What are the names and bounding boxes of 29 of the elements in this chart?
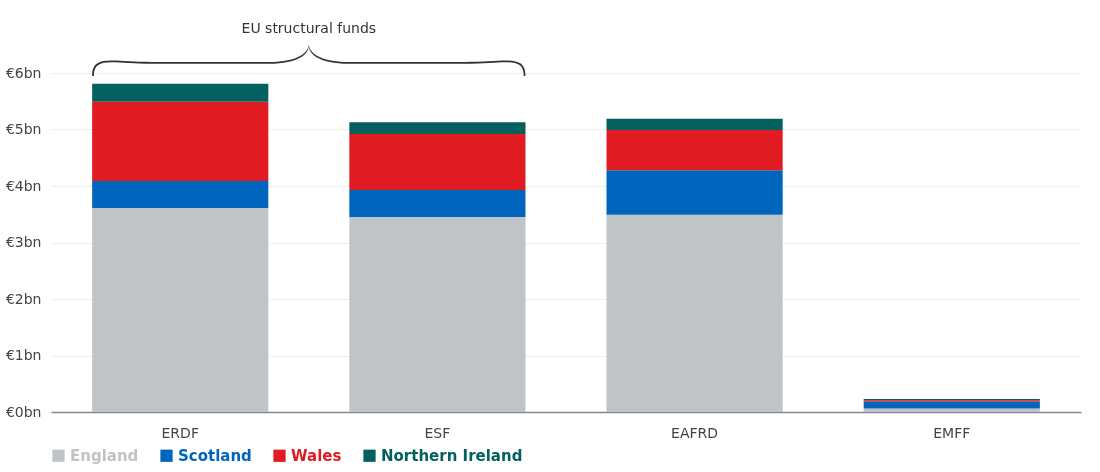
legend-label: England (70, 446, 139, 465)
y-tick-label: €5bn (5, 121, 42, 137)
bar (92, 101, 269, 181)
bar (606, 130, 783, 171)
bar (606, 118, 783, 131)
legend-label: Scotland (178, 446, 252, 465)
y-tick-label: €1bn (5, 347, 42, 363)
y-tick-label: €0bn (5, 403, 42, 420)
bar (92, 208, 269, 412)
bar (349, 134, 526, 190)
legend-label: Wales (291, 446, 342, 465)
legend-label: Northern Ireland (381, 446, 523, 465)
x-tick-label: EMFF (933, 424, 971, 441)
y-tick-label: €2bn (5, 290, 42, 307)
bar (349, 122, 526, 135)
y-tick-label: €4bn (5, 177, 42, 194)
bar (606, 170, 783, 215)
x-tick-label: EAFRD (671, 424, 719, 441)
bar (92, 180, 269, 209)
text: EU structural funds (241, 20, 377, 36)
bar (606, 214, 783, 412)
bar (92, 83, 269, 102)
x-tick-label: ESF (424, 424, 451, 441)
bar (349, 189, 526, 218)
x-tick-label: ERDF (161, 424, 199, 441)
y-tick-label: €6bn (5, 64, 42, 81)
bar (349, 217, 526, 412)
y-tick-label: €3bn (5, 234, 42, 250)
bar (863, 401, 1040, 409)
